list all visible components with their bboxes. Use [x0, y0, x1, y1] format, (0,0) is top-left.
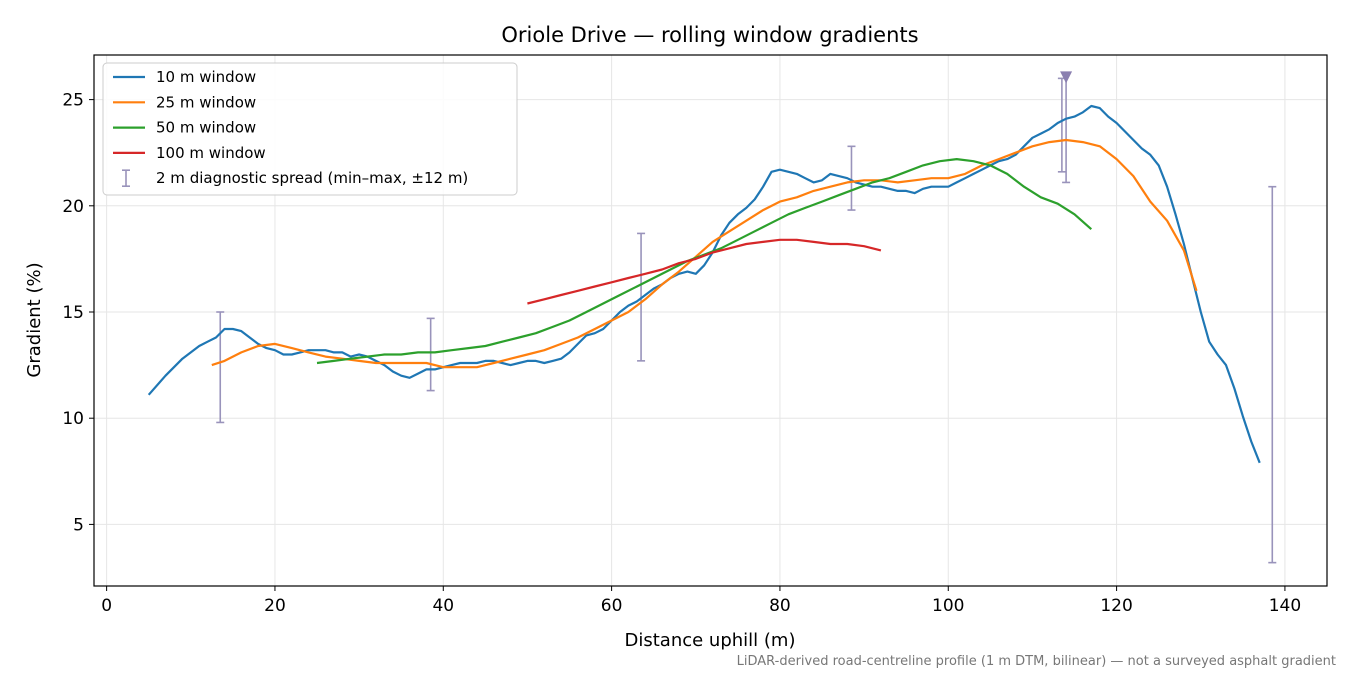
legend-label: 10 m window [156, 68, 256, 86]
x-tick-label: 40 [432, 596, 454, 616]
series-line-1 [147, 104, 1261, 464]
legend-label: 100 m window [156, 144, 266, 162]
errorbar-layer [216, 71, 1277, 564]
x-tick-label: 140 [1269, 596, 1301, 616]
y-tick-label: 10 [62, 409, 84, 429]
x-tick-label: 100 [932, 596, 964, 616]
y-tick-label: 5 [73, 515, 84, 535]
y-axis-title: Gradient (%) [24, 262, 45, 377]
x-axis: 0 20 40 60 80 100 120 140 [101, 586, 1301, 616]
y-tick-label: 20 [62, 197, 84, 217]
series-layer [147, 104, 1261, 464]
clipped-marker [1060, 71, 1073, 84]
legend-label: 25 m window [156, 93, 256, 111]
series-line-4 [527, 238, 882, 305]
x-axis-title: Distance uphill (m) [625, 630, 796, 651]
x-tick-label: 80 [769, 596, 791, 616]
x-tick-label: 20 [264, 596, 286, 616]
legend-label: 50 m window [156, 119, 256, 137]
y-tick-label: 15 [62, 303, 84, 323]
legend-label: 2 m diagnostic spread (min–max, ±12 m) [156, 169, 468, 187]
x-tick-label: 60 [601, 596, 623, 616]
plot-frame [93, 54, 1328, 587]
footnote: LiDAR-derived road-centreline profile (1… [737, 654, 1336, 669]
legend: 10 m window 25 m window 50 m window 100 m w… [102, 62, 518, 196]
x-tick-label: 120 [1100, 596, 1132, 616]
legend-box [102, 62, 518, 196]
y-axis: 5 10 15 20 25 [62, 91, 94, 535]
series-line-2 [211, 138, 1198, 369]
y-tick-label: 25 [62, 91, 84, 111]
x-tick-label: 0 [101, 596, 112, 616]
chart-title: Oriole Drive — rolling window gradients [501, 23, 918, 47]
